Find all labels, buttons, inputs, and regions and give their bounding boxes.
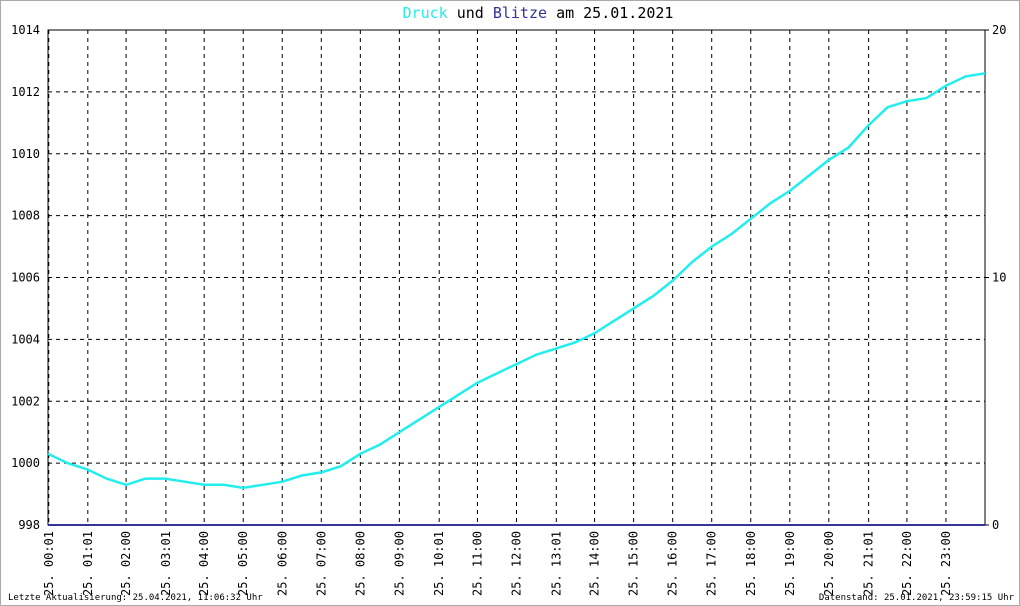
footer-left: Letzte Aktualisierung: 25.04.2021, 11:06… xyxy=(8,593,263,603)
y-tick-label: 1004 xyxy=(11,332,40,346)
y-tick-label: 998 xyxy=(18,518,40,532)
x-tick-label: 25. 11:00 xyxy=(470,531,484,596)
x-tick-label: 25. 10:01 xyxy=(432,531,446,596)
x-tick-label: 25. 08:00 xyxy=(353,531,367,596)
y2-tick-label: 0 xyxy=(992,518,999,532)
y-tick-label: 1000 xyxy=(11,456,40,470)
y2-tick-label: 20 xyxy=(992,23,1006,37)
y-tick-label: 1014 xyxy=(11,23,40,37)
x-tick-label: 25. 05:00 xyxy=(236,531,250,596)
x-tick-label: 25. 21:01 xyxy=(862,531,876,596)
y-tick-label: 1008 xyxy=(11,209,40,223)
y-tick-label: 1010 xyxy=(11,147,40,161)
x-tick-label: 25. 16:00 xyxy=(666,531,680,596)
x-tick-label: 25. 07:00 xyxy=(314,531,328,596)
x-tick-label: 25. 14:00 xyxy=(588,531,602,596)
x-tick-label: 25. 20:00 xyxy=(822,531,836,596)
x-tick-label: 25. 18:00 xyxy=(744,531,758,596)
x-tick-label: 25. 09:00 xyxy=(392,531,406,596)
x-tick-label: 25. 03:01 xyxy=(159,531,173,596)
y-tick-label: 1012 xyxy=(11,85,40,99)
x-tick-label: 25. 15:00 xyxy=(627,531,641,596)
title-connector: und xyxy=(457,4,484,22)
legend-entry: Druck xyxy=(403,4,448,22)
chart-title: Druck und Blitze am 25.01.2021 xyxy=(403,4,674,22)
x-tick-label: 25. 12:00 xyxy=(510,531,524,596)
x-tick-label: 25. 00:01 xyxy=(42,531,56,596)
x-tick-label: 25. 06:00 xyxy=(275,531,289,596)
footer-right: Datenstand: 25.01.2021, 23:59:15 Uhr xyxy=(819,593,1015,603)
x-tick-label: 25. 13:01 xyxy=(549,531,563,596)
y2-tick-label: 10 xyxy=(992,271,1006,285)
title-suffix: am 25.01.2021 xyxy=(556,4,673,22)
series-line xyxy=(47,72,986,490)
x-tick-label: 25. 17:00 xyxy=(705,531,719,596)
x-tick-label: 25. 22:00 xyxy=(900,531,914,596)
x-tick-label: 25. 04:00 xyxy=(197,531,211,596)
x-tick-label: 25. 19:00 xyxy=(783,531,797,596)
x-tick-label: 25. 23:00 xyxy=(939,531,953,596)
y-tick-label: 1006 xyxy=(11,271,40,285)
legend-entry: Blitze xyxy=(493,4,547,22)
x-tick-label: 25. 02:00 xyxy=(119,531,133,596)
y-tick-label: 1002 xyxy=(11,394,40,408)
x-tick-label: 25. 01:01 xyxy=(81,531,95,596)
